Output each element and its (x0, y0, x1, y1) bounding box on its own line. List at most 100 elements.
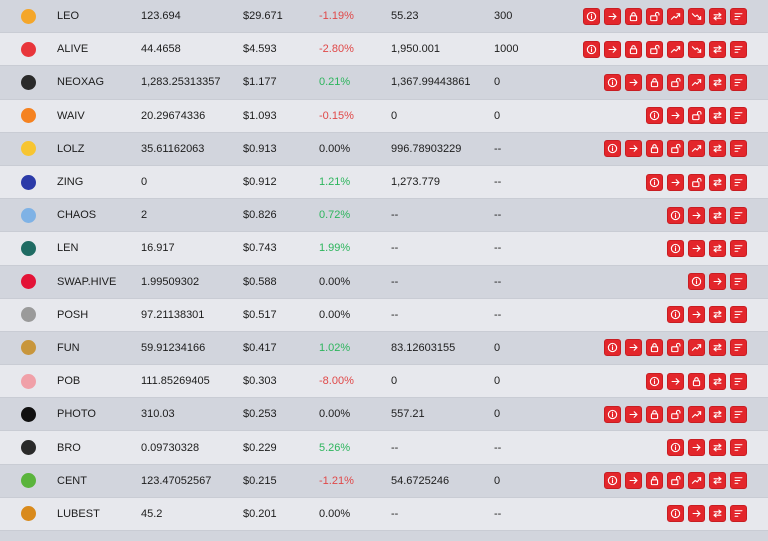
delegate-button[interactable] (667, 40, 684, 58)
token-stake: 0 (494, 408, 501, 421)
history-button[interactable] (730, 7, 747, 25)
swap-button[interactable] (709, 505, 726, 523)
token-symbol: LEN (57, 242, 79, 255)
delegate-button[interactable] (688, 405, 705, 423)
info-button[interactable] (667, 306, 684, 324)
unstake-button[interactable] (667, 405, 684, 423)
info-button[interactable] (646, 107, 663, 125)
stake-button[interactable] (646, 339, 663, 357)
history-button[interactable] (730, 73, 747, 91)
info-button[interactable] (604, 73, 621, 91)
swap-icon (713, 410, 722, 419)
history-button[interactable] (730, 40, 747, 58)
info-button[interactable] (688, 273, 705, 291)
transfer-button[interactable] (625, 73, 642, 91)
unstake-button[interactable] (688, 173, 705, 191)
token-change: 0.00% (319, 142, 351, 155)
stake-button[interactable] (625, 40, 642, 58)
info-button[interactable] (646, 372, 663, 390)
token-change: 1.21% (319, 176, 351, 189)
info-button[interactable] (604, 140, 621, 158)
history-button[interactable] (730, 306, 747, 324)
info-button[interactable] (667, 239, 684, 257)
stake-button[interactable] (646, 405, 663, 423)
history-button[interactable] (730, 472, 747, 490)
info-button[interactable] (667, 505, 684, 523)
unstake-button[interactable] (667, 472, 684, 490)
stake-button[interactable] (646, 140, 663, 158)
history-button[interactable] (730, 140, 747, 158)
info-button[interactable] (583, 40, 600, 58)
unstake-button[interactable] (688, 107, 705, 125)
transfer-button[interactable] (625, 140, 642, 158)
swap-button[interactable] (709, 173, 726, 191)
history-button[interactable] (730, 239, 747, 257)
stake-button[interactable] (646, 73, 663, 91)
transfer-button[interactable] (709, 273, 726, 291)
swap-icon (713, 45, 722, 54)
history-button[interactable] (730, 372, 747, 390)
history-button[interactable] (730, 339, 747, 357)
transfer-button[interactable] (604, 7, 621, 25)
transfer-button[interactable] (688, 439, 705, 457)
swap-button[interactable] (709, 472, 726, 490)
transfer-button[interactable] (625, 339, 642, 357)
transfer-button[interactable] (625, 405, 642, 423)
undelegate-button[interactable] (688, 7, 705, 25)
chaos-token-icon (20, 207, 36, 223)
delegate-button[interactable] (688, 140, 705, 158)
swap-button[interactable] (709, 306, 726, 324)
undelegate-button[interactable] (688, 40, 705, 58)
delegate-button[interactable] (667, 7, 684, 25)
history-button[interactable] (730, 173, 747, 191)
stake-button[interactable] (625, 7, 642, 25)
transfer-button[interactable] (688, 505, 705, 523)
delegate-button[interactable] (688, 472, 705, 490)
info-button[interactable] (667, 206, 684, 224)
info-button[interactable] (583, 7, 600, 25)
transfer-button[interactable] (625, 472, 642, 490)
swap-button[interactable] (709, 372, 726, 390)
unstake-button[interactable] (667, 73, 684, 91)
transfer-button[interactable] (604, 40, 621, 58)
token-balance: 0.09730328 (141, 441, 200, 454)
info-icon (670, 210, 681, 220)
transfer-button[interactable] (667, 372, 684, 390)
unstake-button[interactable] (646, 40, 663, 58)
swap-button[interactable] (709, 107, 726, 125)
transfer-button[interactable] (688, 239, 705, 257)
transfer-button[interactable] (688, 206, 705, 224)
history-button[interactable] (730, 505, 747, 523)
unstake-button[interactable] (667, 140, 684, 158)
swap-button[interactable] (709, 239, 726, 257)
token-symbol: SWAP.HIVE (57, 275, 117, 288)
info-button[interactable] (604, 472, 621, 490)
transfer-button[interactable] (688, 306, 705, 324)
swap-button[interactable] (709, 206, 726, 224)
history-button[interactable] (730, 405, 747, 423)
swap-button[interactable] (709, 73, 726, 91)
history-button[interactable] (730, 273, 747, 291)
transfer-button[interactable] (667, 107, 684, 125)
unstake-button[interactable] (646, 7, 663, 25)
stake-icon (650, 144, 659, 154)
history-button[interactable] (730, 206, 747, 224)
info-button[interactable] (667, 439, 684, 457)
swap-button[interactable] (709, 339, 726, 357)
swap-button[interactable] (709, 140, 726, 158)
history-button[interactable] (730, 439, 747, 457)
transfer-button[interactable] (667, 173, 684, 191)
swap-button[interactable] (709, 7, 726, 25)
unstake-button[interactable] (667, 339, 684, 357)
info-button[interactable] (604, 405, 621, 423)
swap-button[interactable] (709, 439, 726, 457)
stake-button[interactable] (688, 372, 705, 390)
info-button[interactable] (646, 173, 663, 191)
info-button[interactable] (604, 339, 621, 357)
stake-button[interactable] (646, 472, 663, 490)
delegate-button[interactable] (688, 339, 705, 357)
delegate-button[interactable] (688, 73, 705, 91)
swap-button[interactable] (709, 405, 726, 423)
swap-button[interactable] (709, 40, 726, 58)
history-button[interactable] (730, 107, 747, 125)
